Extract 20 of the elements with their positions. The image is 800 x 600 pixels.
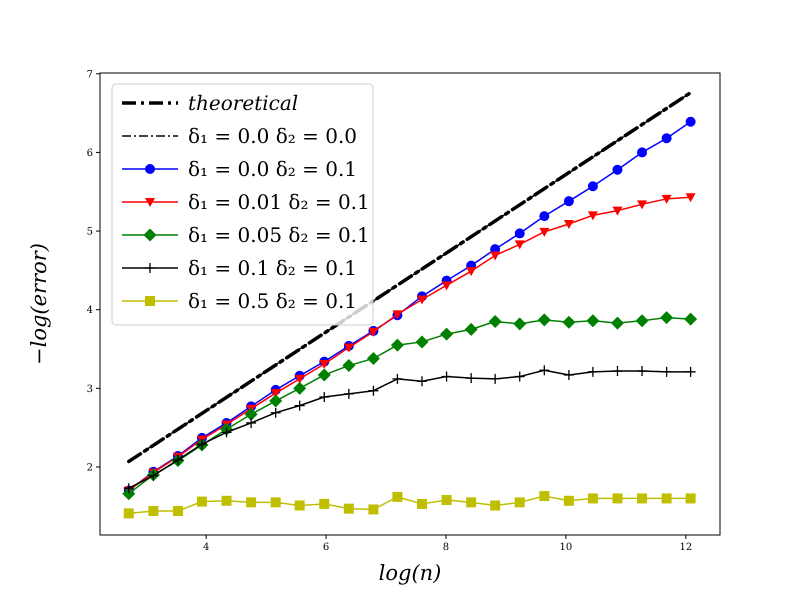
- x-tick-label: 4: [202, 542, 210, 553]
- x-axis-title: log(n): [378, 561, 442, 585]
- y-tick-label: 3: [86, 384, 93, 395]
- legend-label: theoretical: [188, 91, 298, 115]
- y-tick-label: 5: [86, 226, 93, 238]
- x-tick-label: 10: [560, 542, 572, 553]
- x-tick-label: 8: [442, 542, 450, 553]
- legend-label: δ₁ = 0.5 δ₂ = 0.1: [188, 289, 358, 313]
- x-tick-label: 6: [322, 542, 330, 553]
- legend-label: δ₁ = 0.05 δ₂ = 0.1: [188, 223, 370, 247]
- y-tick-label: 7: [86, 69, 93, 80]
- legend-label: δ₁ = 0.01 δ₂ = 0.1: [188, 190, 370, 214]
- y-tick-label: 4: [86, 305, 93, 316]
- y-tick-label: 2: [86, 462, 93, 474]
- legend-label: δ₁ = 0.1 δ₂ = 0.1: [188, 256, 358, 280]
- x-tick-label: 12: [679, 542, 692, 553]
- legend-label: δ₁ = 0.0 δ₂ = 0.1: [188, 157, 358, 181]
- y-tick-label: 6: [86, 148, 93, 159]
- legend-label: δ₁ = 0.0 δ₂ = 0.0: [188, 124, 358, 148]
- y-axis-title: −log(error): [27, 243, 51, 365]
